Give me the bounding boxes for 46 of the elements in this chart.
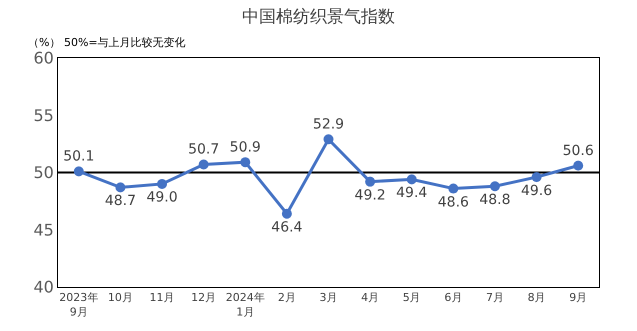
point	[406, 174, 417, 184]
point	[448, 184, 458, 194]
x-tick-label: 3月	[320, 291, 338, 304]
data-label: 50.7	[188, 142, 220, 158]
x-tick-label: 2024年 1月	[226, 291, 265, 318]
y-tick-label: 50	[33, 163, 54, 182]
point	[324, 134, 334, 144]
y-tick-label: 60	[33, 48, 54, 68]
y-tick-label: 40	[33, 278, 54, 297]
data-label: 50.1	[63, 148, 94, 165]
data-label: 49.4	[396, 185, 428, 202]
x-tick-label: 9月	[569, 291, 588, 304]
point	[490, 181, 500, 192]
point	[74, 166, 84, 176]
x-tick-label: 8月	[528, 291, 546, 304]
point	[573, 160, 584, 171]
x-tick-label: 10月	[108, 291, 133, 304]
y-tick-label: 45	[33, 220, 54, 240]
point	[115, 182, 126, 192]
x-tick-label: 4月	[361, 291, 380, 304]
point	[365, 176, 376, 187]
data-label: 50.6	[562, 142, 594, 159]
x-tick-label: 2023年 9月	[59, 291, 98, 318]
x-tick-label: 2月	[278, 291, 296, 304]
x-tick-label: 6月	[444, 291, 462, 304]
x-tick-label: 12月	[191, 291, 216, 304]
data-label: 50.9	[230, 139, 261, 156]
data-label: 49.6	[520, 182, 552, 199]
text: （%） 50%=与上月比较无变化	[28, 36, 186, 49]
point	[198, 159, 209, 170]
data-label: 46.4	[271, 219, 303, 236]
point	[282, 208, 292, 219]
x-tick-label: 11月	[150, 291, 175, 304]
x-tick-label: 7月	[486, 291, 504, 304]
data-label: 49.2	[354, 187, 386, 204]
data-label: 48.7	[104, 193, 136, 210]
data-label: 48.8	[479, 192, 511, 208]
y-tick-label: 55	[33, 106, 54, 125]
point	[240, 157, 250, 168]
x-tick-label: 5月	[402, 291, 421, 304]
chart-title: 中国棉纺织景气指数	[242, 6, 395, 27]
data-label: 52.9	[312, 116, 344, 133]
data-label: 49.0	[146, 190, 178, 206]
point	[532, 172, 542, 182]
data-label: 48.6	[438, 194, 470, 210]
point	[157, 178, 168, 189]
